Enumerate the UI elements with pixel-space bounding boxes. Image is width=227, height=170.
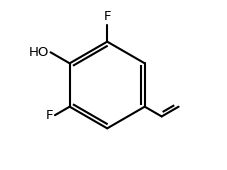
Text: F: F [46, 109, 53, 122]
Text: F: F [103, 10, 111, 23]
Text: HO: HO [28, 46, 49, 59]
